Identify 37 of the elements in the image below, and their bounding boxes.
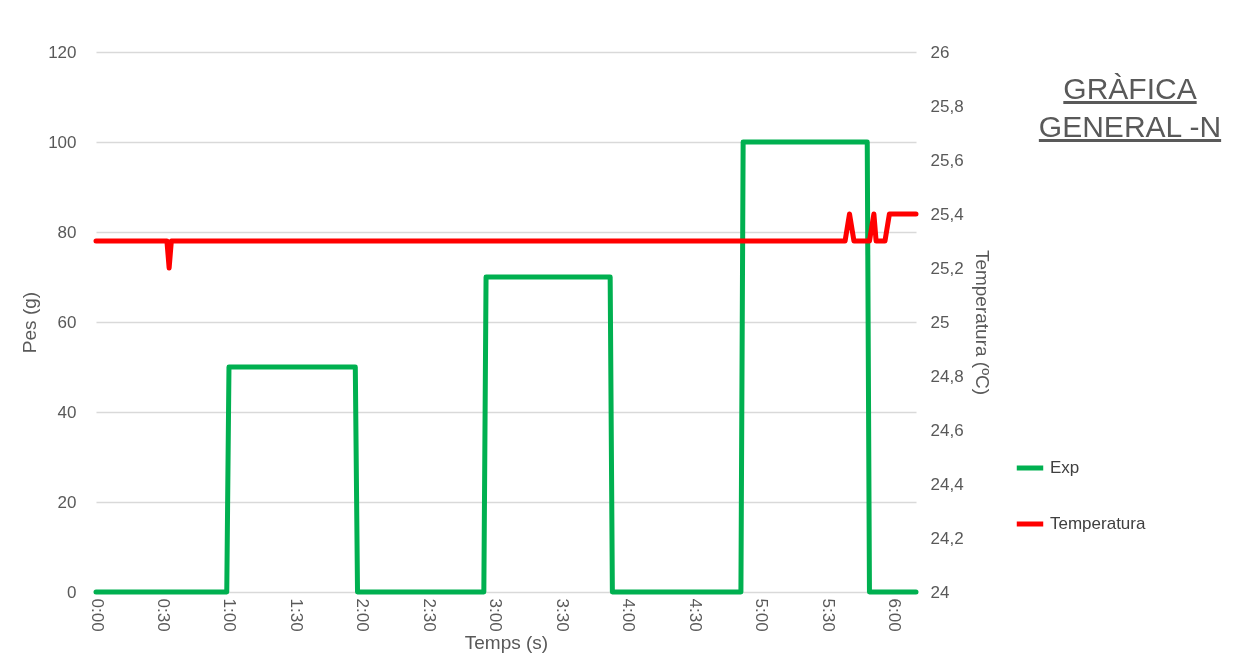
- x-tick-label: 1:30: [286, 598, 306, 632]
- y2-tick-label: 24: [930, 582, 950, 602]
- y2-tick-label: 24,4: [930, 474, 964, 494]
- y-tick-label: 100: [48, 132, 77, 152]
- y-axis-title: Pes (g): [19, 291, 41, 354]
- y2-tick-label: 24,2: [930, 528, 964, 548]
- legend-label: Temperatura: [1050, 514, 1146, 533]
- legend-label: Exp: [1050, 458, 1080, 477]
- y2-tick-label: 24,8: [930, 366, 964, 386]
- x-tick-label: 2:00: [353, 598, 373, 632]
- y2-tick-label: 26: [930, 42, 950, 62]
- x-tick-label: 3:30: [552, 598, 572, 632]
- x-tick-label: 3:00: [486, 598, 506, 632]
- y-tick-label: 120: [48, 42, 77, 62]
- y2-tick-label: 25,8: [930, 96, 964, 116]
- x-tick-label: 2:30: [419, 598, 439, 632]
- y-tick-label: 80: [57, 222, 77, 242]
- y-tick-label: 40: [57, 402, 77, 422]
- x-tick-label: 5:30: [818, 598, 838, 632]
- x-tick-label: 0:00: [87, 598, 107, 632]
- y2-axis-title: Temperatura (ºC): [971, 249, 993, 396]
- x-tick-label: 6:00: [885, 598, 905, 632]
- x-tick-label: 1:00: [220, 598, 240, 632]
- x-tick-label: 4:30: [685, 598, 705, 632]
- text: GRÀFICA GENERAL -N: [1037, 71, 1223, 145]
- y2-tick-label: 25,2: [930, 258, 964, 278]
- x-tick-label: 5:00: [752, 598, 772, 632]
- x-tick-label: 0:30: [153, 598, 173, 632]
- x-axis-title: Temps (s): [464, 631, 549, 653]
- y2-tick-label: 25: [930, 312, 950, 332]
- y2-tick-label: 25,6: [930, 150, 964, 170]
- y-tick-label: 20: [57, 492, 77, 512]
- y2-tick-label: 25,4: [930, 204, 964, 224]
- y-tick-label: 60: [57, 312, 77, 332]
- y2-tick-label: 24,6: [930, 420, 964, 440]
- y-tick-label: 0: [67, 582, 77, 602]
- x-tick-label: 4:00: [619, 598, 639, 632]
